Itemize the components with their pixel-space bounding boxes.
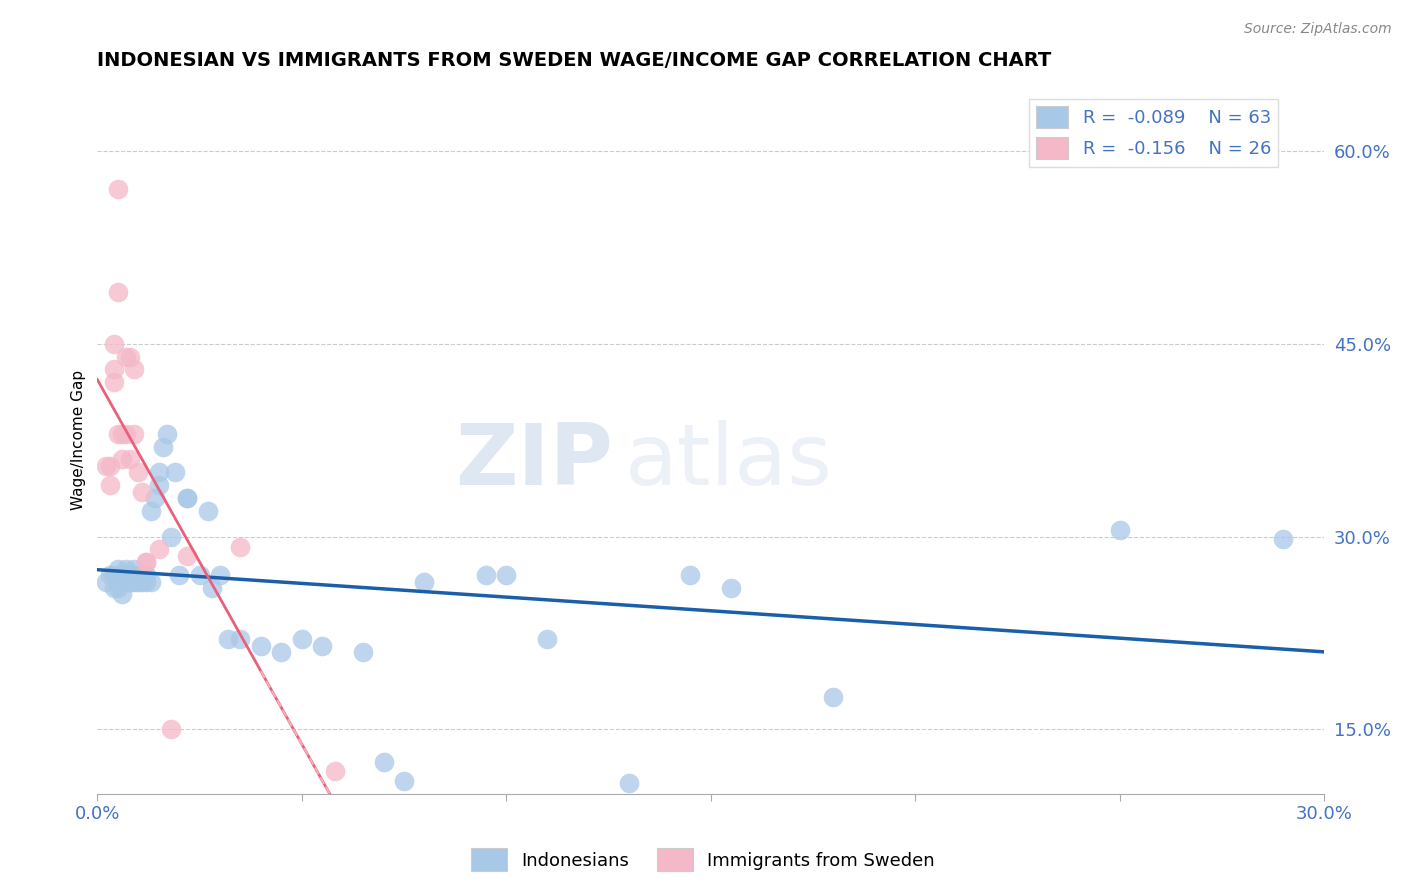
Point xyxy=(176,491,198,505)
Point xyxy=(135,555,157,569)
Point xyxy=(475,568,498,582)
Point xyxy=(103,581,125,595)
Point xyxy=(122,426,145,441)
Point xyxy=(250,639,273,653)
Point xyxy=(197,504,219,518)
Point xyxy=(373,755,395,769)
Point xyxy=(115,562,138,576)
Legend: R =  -0.089    N = 63, R =  -0.156    N = 26: R = -0.089 N = 63, R = -0.156 N = 26 xyxy=(1029,99,1278,167)
Point xyxy=(111,426,134,441)
Point xyxy=(115,350,138,364)
Point xyxy=(107,574,129,589)
Point xyxy=(131,568,153,582)
Point xyxy=(617,776,640,790)
Point xyxy=(115,568,138,582)
Point xyxy=(115,574,138,589)
Point xyxy=(107,581,129,595)
Point xyxy=(152,440,174,454)
Point xyxy=(291,632,314,647)
Point xyxy=(98,458,121,473)
Point xyxy=(495,568,517,582)
Text: Source: ZipAtlas.com: Source: ZipAtlas.com xyxy=(1244,22,1392,37)
Y-axis label: Wage/Income Gap: Wage/Income Gap xyxy=(72,370,86,510)
Point xyxy=(107,562,129,576)
Point xyxy=(148,478,170,492)
Point xyxy=(103,336,125,351)
Point xyxy=(94,574,117,589)
Point xyxy=(352,645,374,659)
Point xyxy=(160,529,183,543)
Point xyxy=(536,632,558,647)
Point xyxy=(122,562,145,576)
Point xyxy=(111,587,134,601)
Text: atlas: atlas xyxy=(624,420,832,503)
Point xyxy=(120,452,142,467)
Point xyxy=(217,632,239,647)
Point xyxy=(176,549,198,563)
Point xyxy=(131,484,153,499)
Point xyxy=(120,568,142,582)
Point xyxy=(107,182,129,196)
Point xyxy=(131,574,153,589)
Point xyxy=(323,764,346,778)
Point xyxy=(111,568,134,582)
Point xyxy=(98,568,121,582)
Point xyxy=(111,452,134,467)
Point xyxy=(148,465,170,479)
Point xyxy=(120,574,142,589)
Point xyxy=(127,465,149,479)
Point xyxy=(201,581,224,595)
Point xyxy=(270,645,292,659)
Point xyxy=(107,426,129,441)
Point xyxy=(120,568,142,582)
Point xyxy=(135,574,157,589)
Point xyxy=(122,574,145,589)
Point xyxy=(148,542,170,557)
Point xyxy=(176,491,198,505)
Point xyxy=(311,639,333,653)
Point xyxy=(160,723,183,737)
Point xyxy=(135,555,157,569)
Point xyxy=(94,458,117,473)
Point xyxy=(111,568,134,582)
Point xyxy=(127,568,149,582)
Point xyxy=(165,465,187,479)
Point xyxy=(127,568,149,582)
Text: INDONESIAN VS IMMIGRANTS FROM SWEDEN WAGE/INCOME GAP CORRELATION CHART: INDONESIAN VS IMMIGRANTS FROM SWEDEN WAG… xyxy=(97,51,1052,70)
Point xyxy=(127,574,149,589)
Point xyxy=(139,574,162,589)
Legend: Indonesians, Immigrants from Sweden: Indonesians, Immigrants from Sweden xyxy=(464,841,942,879)
Point xyxy=(156,426,179,441)
Point xyxy=(122,568,145,582)
Point xyxy=(392,773,415,788)
Point xyxy=(120,574,142,589)
Point xyxy=(139,504,162,518)
Point xyxy=(115,426,138,441)
Point xyxy=(229,540,252,554)
Point xyxy=(188,568,211,582)
Text: ZIP: ZIP xyxy=(456,420,613,503)
Point xyxy=(107,285,129,300)
Point xyxy=(143,491,166,505)
Point xyxy=(823,690,845,705)
Point xyxy=(720,581,742,595)
Point xyxy=(103,376,125,390)
Point xyxy=(135,568,157,582)
Point xyxy=(103,362,125,376)
Point xyxy=(229,632,252,647)
Point xyxy=(167,568,190,582)
Point xyxy=(98,478,121,492)
Point xyxy=(103,568,125,582)
Point xyxy=(413,574,436,589)
Point xyxy=(115,568,138,582)
Point xyxy=(1108,523,1130,537)
Point xyxy=(208,568,231,582)
Point xyxy=(122,362,145,376)
Point xyxy=(679,568,702,582)
Point xyxy=(120,350,142,364)
Point xyxy=(1272,532,1295,546)
